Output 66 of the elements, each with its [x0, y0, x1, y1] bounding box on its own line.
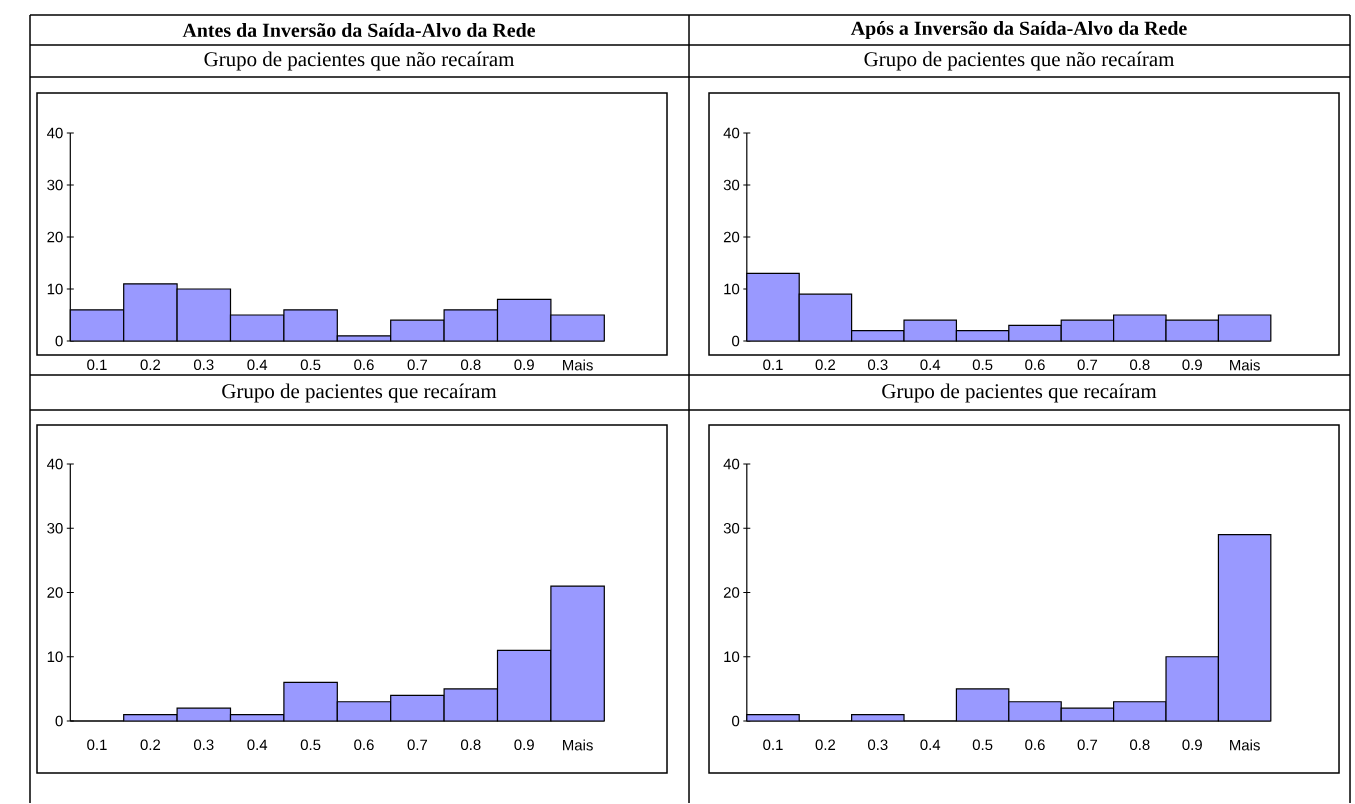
x-tick-label: 0.4 — [247, 739, 268, 751]
x-tick-label: 0.1 — [763, 739, 783, 751]
x-tick-label: 0.3 — [868, 359, 888, 371]
x-tick-label: Mais — [1230, 359, 1260, 371]
x-tick-label: 0.8 — [1130, 739, 1150, 751]
x-tick-label: 0.7 — [407, 739, 428, 751]
chart-title: Antes da Inversão da Saída-Alvo da Rede — [182, 23, 536, 38]
y-tick-label: 40 — [723, 458, 740, 470]
x-tick-label: 0.7 — [1077, 359, 1098, 371]
x-tick-label: 0.6 — [354, 359, 374, 371]
x-tick-label: 0.8 — [1130, 359, 1150, 371]
y-tick-label: 0 — [732, 715, 740, 727]
x-tick-label: Mais — [563, 359, 593, 371]
y-tick-label: 0 — [732, 335, 740, 347]
x-tick-label: 0.5 — [972, 359, 993, 371]
x-tick-label: 0.7 — [407, 359, 428, 371]
x-tick-label: 0.7 — [1077, 739, 1098, 751]
y-tick-label: 30 — [47, 179, 63, 191]
x-tick-label: 0.8 — [460, 359, 481, 371]
x-tick-label: 0.6 — [354, 739, 374, 751]
x-tick-label: 0.2 — [815, 739, 836, 751]
y-tick-label: 40 — [47, 127, 63, 139]
y-tick-label: 20 — [47, 587, 63, 598]
x-tick-label: 0.5 — [972, 739, 993, 751]
x-tick-label: 0.4 — [920, 359, 941, 371]
y-tick-label: 10 — [724, 283, 740, 295]
y-tick-label: 40 — [47, 458, 63, 470]
chart-title: Após a Inversão da Saída-Alvo da Rede — [850, 21, 1187, 40]
x-tick-label: 0.5 — [300, 359, 321, 371]
x-tick-label: 0.6 — [1025, 359, 1045, 371]
x-tick-label: 0.3 — [193, 739, 214, 751]
x-tick-label: 0.9 — [514, 359, 534, 371]
x-tick-label: Mais — [563, 739, 593, 751]
x-tick-label: 0.3 — [193, 359, 214, 371]
y-tick-label: 10 — [724, 651, 740, 663]
x-tick-label: 0.9 — [514, 739, 534, 751]
chart-title: Grupo de pacientes que recaíram — [222, 383, 497, 403]
x-tick-label: 0.4 — [920, 739, 941, 751]
y-tick-label: 30 — [47, 523, 63, 534]
x-tick-label: 0.6 — [1025, 739, 1045, 751]
y-tick-label: 10 — [47, 651, 63, 663]
x-tick-label: 0.3 — [868, 739, 888, 751]
chart-subtitle: Grupo de pacientes que não recaíram — [204, 51, 515, 71]
x-tick-label: 0.1 — [87, 359, 107, 371]
y-tick-label: 30 — [723, 523, 740, 534]
y-tick-label: 20 — [723, 231, 740, 243]
x-tick-label: 0.2 — [815, 359, 836, 371]
y-tick-label: 20 — [723, 587, 740, 598]
x-tick-label: 0.9 — [1182, 359, 1202, 371]
y-tick-label: 30 — [723, 179, 740, 191]
y-tick-label: 0 — [55, 715, 63, 727]
y-tick-label: 0 — [55, 335, 63, 347]
chart-subtitle: Grupo de pacientes que não recaíram — [864, 51, 1175, 71]
y-tick-label: 20 — [47, 231, 63, 243]
x-tick-label: 0.4 — [247, 359, 268, 371]
x-tick-label: 0.9 — [1182, 739, 1202, 751]
y-tick-label: 10 — [47, 283, 63, 295]
y-tick-label: 40 — [723, 127, 740, 139]
x-tick-label: 0.2 — [140, 739, 161, 751]
x-tick-label: 0.1 — [87, 739, 107, 751]
x-tick-label: 0.5 — [300, 739, 321, 751]
chart-title: Grupo de pacientes que recaíram — [882, 383, 1157, 403]
x-tick-label: Mais — [1230, 739, 1260, 751]
x-tick-label: 0.8 — [460, 739, 481, 751]
x-tick-label: 0.2 — [140, 359, 161, 371]
x-tick-label: 0.1 — [763, 359, 783, 371]
